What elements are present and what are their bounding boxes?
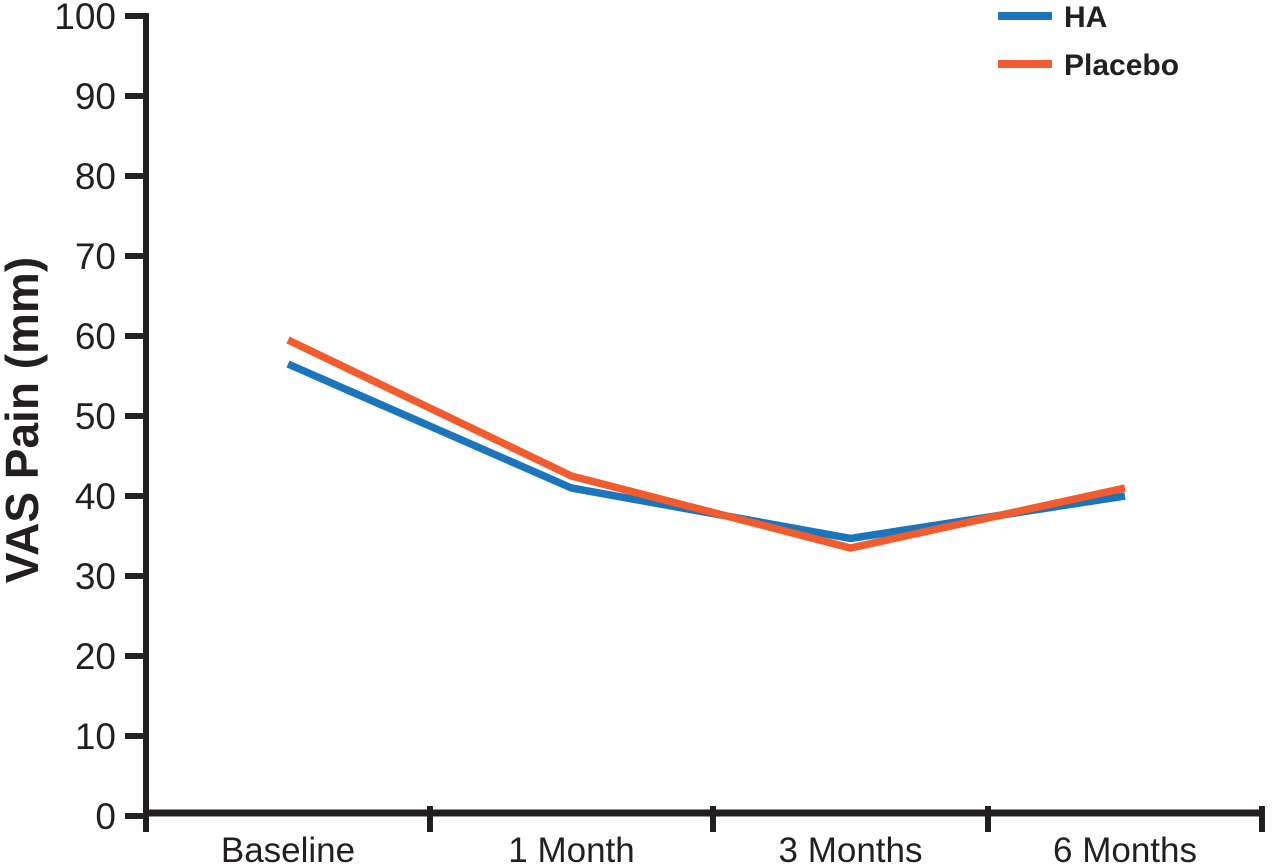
y-tick-label: 20 (75, 636, 116, 677)
y-tick-label: 60 (75, 316, 116, 357)
y-tick-label: 40 (75, 476, 116, 517)
x-ticks (143, 806, 1265, 832)
x-axis: Baseline 1 Month 3 Months 6 Months (143, 806, 1265, 868)
x-tick-label: 1 Month (508, 831, 634, 868)
y-tick-label: 80 (75, 156, 116, 197)
y-tick-label: 30 (75, 556, 116, 597)
legend-label-placebo: Placebo (1064, 49, 1179, 82)
y-tick-label: 0 (95, 796, 116, 837)
y-tick-label: 70 (75, 236, 116, 277)
y-tick-label: 10 (75, 716, 116, 757)
y-tick-label: 50 (75, 396, 116, 437)
y-tick-labels: 0 10 20 30 40 50 60 70 80 90 100 (54, 0, 116, 837)
x-tick-label: 6 Months (1053, 831, 1197, 868)
y-axis-title: VAS Pain (mm) (0, 257, 48, 583)
x-tick-label: 3 Months (779, 831, 923, 868)
x-tick-label: Baseline (221, 831, 355, 868)
series-lines (286, 336, 1126, 552)
series-line-placebo (286, 336, 1126, 552)
x-tick-labels: Baseline 1 Month 3 Months 6 Months (221, 831, 1197, 868)
legend: HA Placebo (998, 1, 1179, 82)
y-axis: 0 10 20 30 40 50 60 70 80 90 100 (54, 0, 149, 837)
y-ticks (125, 13, 149, 819)
y-tick-label: 100 (54, 0, 116, 37)
y-tick-label: 90 (75, 76, 116, 117)
legend-label-ha: HA (1064, 1, 1107, 34)
